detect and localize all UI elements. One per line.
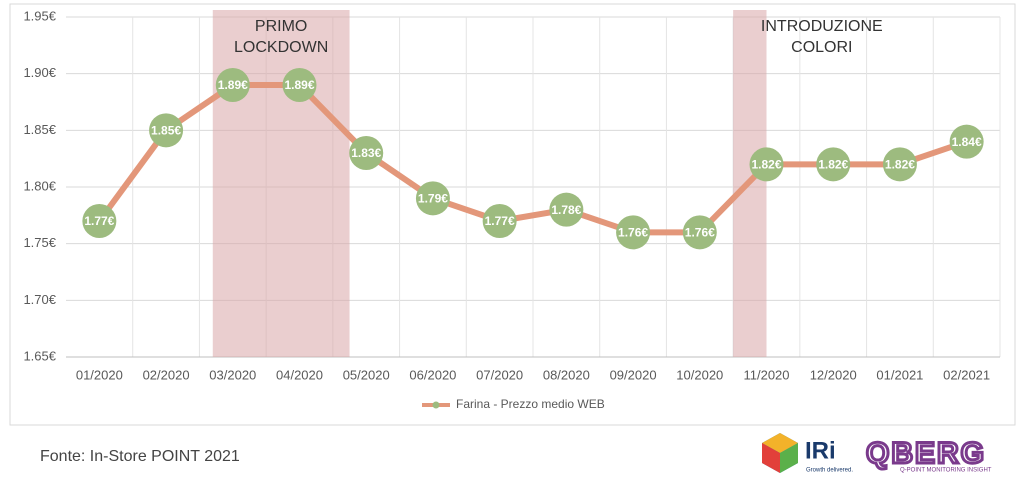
source-note: Fonte: In-Store POINT 2021 (40, 448, 240, 465)
legend-label: Farina - Prezzo medio WEB (456, 397, 605, 411)
logo-cube-right (780, 443, 798, 473)
highlight-label-line: COLORI (791, 39, 852, 56)
x-tick-label: 06/2020 (409, 367, 456, 382)
logo-cube-left (762, 443, 780, 473)
data-point (482, 204, 517, 238)
qberg-logo: QBERG Q-POINT MONITORING INSIGHT (865, 435, 992, 474)
x-tick-label: 07/2020 (476, 367, 523, 382)
x-tick-label: 02/2020 (143, 367, 190, 382)
highlight-label: INTRODUZIONE COLORI (761, 18, 883, 56)
highlight-label-line: INTRODUZIONE (761, 18, 883, 35)
data-label: 1.82€ (818, 158, 848, 172)
highlight-band (212, 10, 350, 357)
data-point (816, 147, 851, 182)
y-tick-label: 1.90€ (23, 65, 56, 80)
x-tick-label: 05/2020 (343, 367, 390, 382)
data-point (282, 68, 317, 102)
x-tick-label: 02/2021 (943, 367, 990, 382)
x-tick-label: 11/2020 (743, 367, 789, 382)
data-label: 1.82€ (751, 158, 781, 172)
highlight-label-line: PRIMO (255, 18, 307, 35)
highlight-label: PRIMO LOCKDOWN (234, 18, 328, 56)
data-label: 1.85€ (151, 124, 181, 138)
data-label: 1.89€ (284, 78, 314, 92)
x-tick-label: 12/2020 (810, 367, 857, 382)
data-point (149, 113, 184, 148)
data-point (682, 215, 717, 250)
y-tick-label: 1.85€ (23, 122, 56, 137)
data-label: 1.77€ (84, 214, 114, 228)
data-label: 1.76€ (618, 226, 648, 240)
x-tick-label: 04/2020 (276, 367, 323, 382)
data-point (215, 68, 250, 102)
highlight-label-line: LOCKDOWN (234, 39, 328, 56)
data-point (882, 147, 917, 182)
data-label: 1.84€ (952, 135, 982, 149)
x-tick-label: 10/2020 (676, 367, 723, 382)
data-point (549, 192, 584, 227)
y-tick-label: 1.95€ (23, 8, 56, 23)
logo-tagline: Q-POINT MONITORING INSIGHT (900, 468, 992, 474)
x-tick-label: 01/2021 (876, 367, 923, 382)
logo-text: QBERG (866, 437, 986, 470)
y-tick-label: 1.75€ (23, 235, 56, 250)
data-label: 1.82€ (885, 158, 915, 172)
data-point (415, 181, 450, 216)
x-tick-label: 01/2020 (76, 367, 123, 382)
legend-marker (432, 401, 440, 409)
data-point (82, 204, 117, 238)
data-label: 1.76€ (685, 226, 715, 240)
logo-tagline: Growth delivered. (806, 468, 853, 474)
data-label: 1.89€ (218, 78, 248, 92)
y-tick-label: 1.65€ (23, 348, 56, 363)
logo-text: IRi (805, 437, 836, 464)
x-tick-label: 08/2020 (543, 367, 590, 382)
x-tick-label: 03/2020 (209, 367, 256, 382)
data-label: 1.78€ (551, 203, 581, 217)
x-tick-label: 09/2020 (610, 367, 657, 382)
data-point (949, 124, 984, 159)
data-label: 1.83€ (351, 146, 381, 160)
data-label: 1.77€ (485, 214, 515, 228)
data-label: 1.79€ (418, 192, 448, 206)
y-tick-label: 1.80€ (23, 178, 56, 193)
data-point (749, 147, 784, 182)
data-point (616, 215, 651, 250)
data-point (349, 136, 384, 170)
y-tick-label: 1.70€ (23, 292, 56, 307)
iri-logo: IRi Growth delivered. (762, 433, 853, 474)
